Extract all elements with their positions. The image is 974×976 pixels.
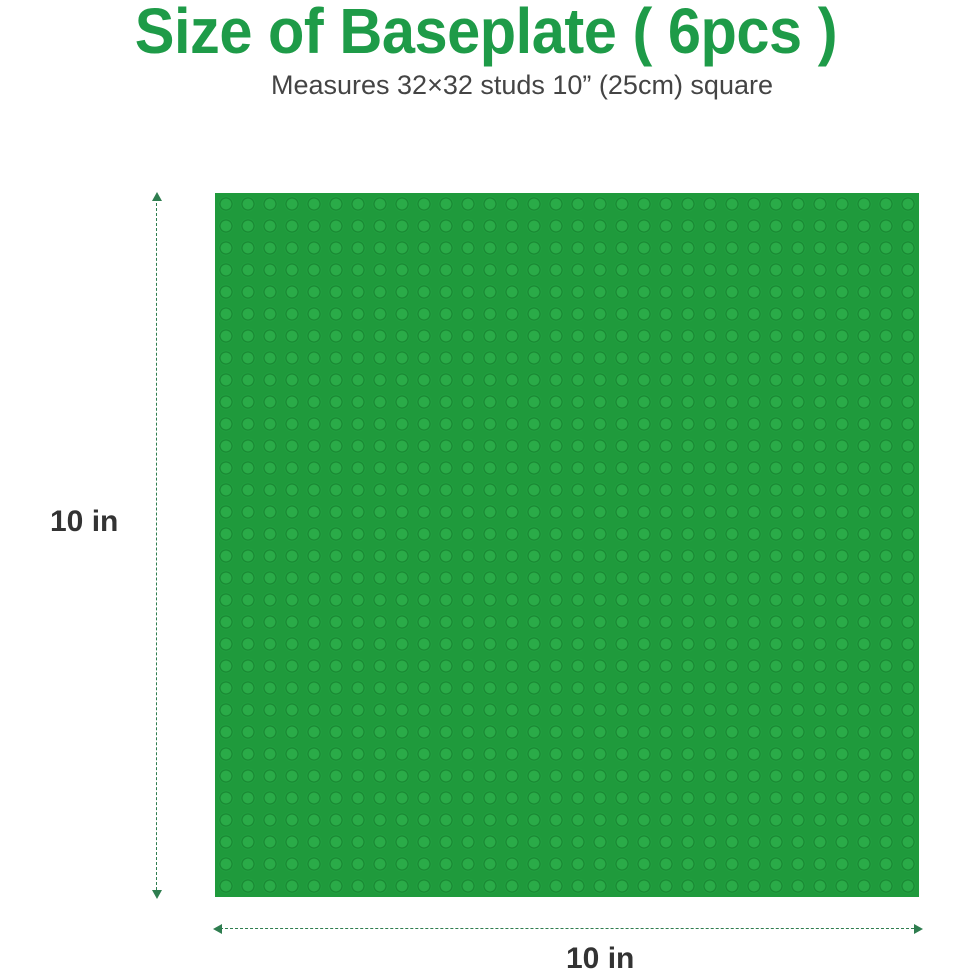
page-subtitle: Measures 32×32 studs 10” (25cm) square [270, 70, 773, 100]
width-label: 10 in [566, 942, 635, 975]
arrow-up-icon [152, 192, 162, 201]
width-dimension-line [220, 928, 914, 929]
baseplate-image [215, 193, 919, 897]
arrow-down-icon [152, 890, 162, 899]
arrow-left-icon [213, 924, 222, 934]
page-title: Size of Baseplate ( 6pcs ) [134, 0, 838, 67]
height-label: 10 in [50, 505, 119, 538]
arrow-right-icon [914, 924, 923, 934]
height-dimension-line [156, 198, 157, 890]
